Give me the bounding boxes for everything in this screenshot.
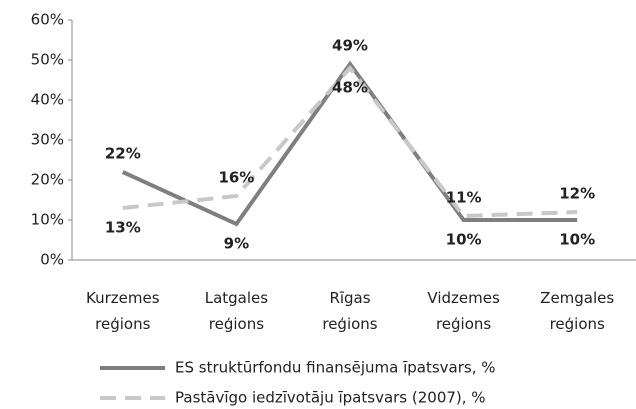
value-label: 13% (105, 219, 141, 237)
value-label: 49% (332, 37, 368, 55)
y-tick-label: 40% (31, 91, 64, 109)
value-label: 10% (559, 231, 595, 249)
value-label: 48% (332, 79, 368, 97)
y-tick-label: 0% (40, 251, 64, 269)
y-tick-label: 60% (31, 11, 64, 29)
value-label: 22% (105, 145, 141, 163)
x-tick-label: Latgales reģions (205, 289, 269, 333)
value-label: 12% (559, 185, 595, 203)
x-tick-label: Kurzemes reģions (86, 289, 160, 333)
x-tick-label: Vidzemes reģions (427, 289, 500, 333)
value-label: 10% (446, 231, 482, 249)
value-label: 11% (446, 189, 482, 207)
x-tick-label: Rīgas reģions (322, 289, 377, 333)
y-tick-label: 30% (31, 131, 64, 149)
x-tick-label: Zemgales reģions (540, 289, 614, 333)
y-tick-label: 50% (31, 51, 64, 69)
series-line (122, 64, 578, 219)
series-line (121, 60, 578, 227)
value-label: 9% (224, 235, 249, 253)
legend-label: ES struktūrfondu finansējuma īpatsvars, … (175, 359, 496, 377)
y-tick-label: 10% (31, 211, 64, 229)
value-label: 16% (218, 169, 254, 187)
legend-label: Pastāvīgo iedzīvotāju īpatsvars (2007), … (175, 389, 486, 407)
y-tick-label: 20% (31, 171, 64, 189)
